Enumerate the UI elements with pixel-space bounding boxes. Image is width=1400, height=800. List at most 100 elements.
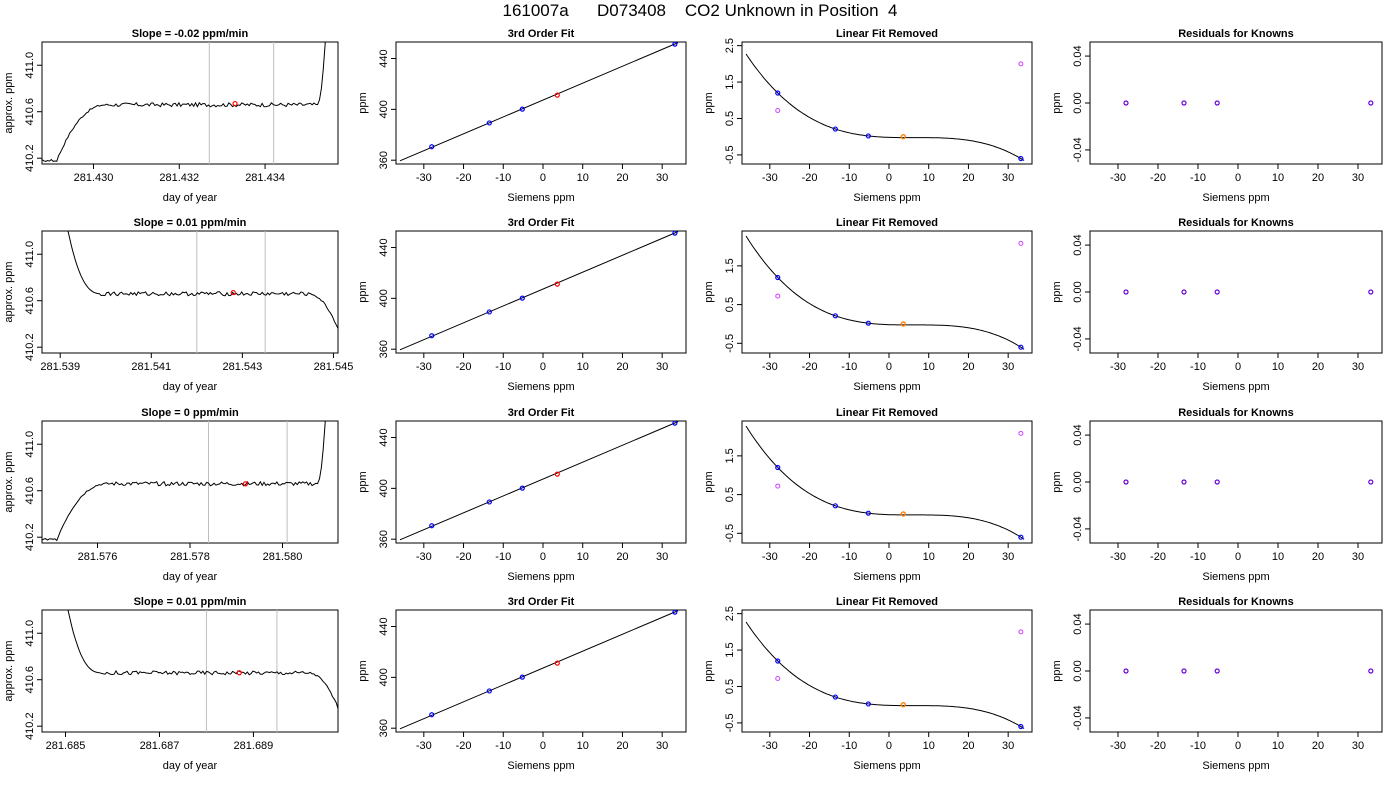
x-tick-label: -20 [1150,740,1166,752]
plot-area [745,425,1025,540]
x-tick-label: -10 [495,740,511,752]
chart-panel-r1c0: Slope = 0.01 ppm/min day of year approx. p… [3,217,353,393]
x-tick-label: 281.543 [222,361,262,373]
plot-frame [1089,230,1383,354]
x-tick-label: 10 [577,172,589,184]
known-point [486,499,492,505]
x-tick-label: 10 [1272,361,1284,373]
x-tick-label: 0 [1235,361,1241,373]
raw-point [775,675,781,681]
x-tick-label: -10 [495,172,511,184]
chart-panel-r2c1: 3rd Order Fit Siemens ppm ppm -30 -20 -10 0 10 2… [357,407,687,583]
x-tick-label: 0 [540,172,546,184]
plot-area [399,421,679,541]
y-axis-label: ppm [703,92,715,113]
x-tick-label: -30 [416,361,432,373]
chart-panel-r3c1: 3rd Order Fit Siemens ppm ppm -30 -20 -10 0 10 2… [357,596,687,772]
known-point [832,503,838,509]
residual-point [1123,479,1129,485]
y-tick-label: 0.04 [1072,234,1084,255]
plot-frame [1089,41,1383,165]
plot-area [67,610,338,732]
residual-point [1181,668,1187,674]
y-tick-label: 440 [378,49,390,67]
x-tick-label: 20 [1312,551,1324,563]
x-axis-label: Siemens ppm [853,381,920,393]
y-axis-label: ppm [357,471,369,492]
y-tick-label: 400 [378,479,390,497]
x-tick-label: -30 [416,172,432,184]
chart-title: Linear Fit Removed [836,28,938,40]
x-tick-label: -20 [456,361,472,373]
ppm-trace [42,421,326,542]
x-tick-label: -10 [1190,172,1206,184]
chart-panel-r1c2: Linear Fit Removed Siemens ppm ppm -30 -20 -1… [703,217,1033,393]
x-tick-label: 20 [962,172,974,184]
known-point [429,333,435,339]
fit-line [399,421,679,541]
x-axis-label: Siemens ppm [507,381,574,393]
y-axis-label: ppm [703,471,715,492]
ppm-trace [42,42,326,162]
plot-area [42,421,326,543]
known-point [1018,534,1024,540]
plot-area [67,231,338,353]
y-axis-label: ppm [357,92,369,113]
chart-title: Residuals for Knowns [1178,28,1294,40]
x-tick-label: 10 [577,361,589,373]
y-tick-label: 440 [378,428,390,446]
y-tick-label: 410.6 [24,98,36,126]
known-point [672,610,678,615]
y-tick-label: 411.0 [24,52,36,79]
residual-point [1181,100,1187,106]
plot-frame [41,41,339,165]
x-tick-label: -20 [802,740,818,752]
fit-line [399,610,679,730]
known-point [429,144,435,150]
y-tick-label: 360 [378,151,390,169]
x-tick-label: 281.434 [245,172,285,184]
y-tick-label: 440 [378,617,390,635]
y-tick-label: -0.04 [1072,137,1084,162]
chart-panel-r3c0: Slope = 0.01 ppm/min day of year approx. p… [3,596,339,772]
y-tick-label: 410.2 [24,144,36,172]
plot-frame [741,230,1033,354]
x-tick-label: 10 [1272,172,1284,184]
unknown-marker [242,481,249,487]
x-axis-label: day of year [163,571,218,583]
x-tick-label: 30 [1002,551,1014,563]
x-tick-label: -20 [1150,172,1166,184]
x-tick-label: -10 [841,551,857,563]
chart-panel-r0c3: Residuals for Knowns Siemens ppm ppm -30 -20… [1051,28,1383,204]
x-tick-label: 0 [540,361,546,373]
x-axis-label: Siemens ppm [853,760,920,772]
x-tick-label: 10 [923,740,935,752]
x-tick-label: 0 [1235,172,1241,184]
y-tick-label: 400 [378,668,390,686]
chart-title: Residuals for Knowns [1178,217,1294,229]
plot-frame [395,609,687,733]
known-point [832,126,838,132]
x-tick-label: -20 [802,361,818,373]
chart-panel-r1c3: Residuals for Knowns Siemens ppm ppm -30 -20… [1051,217,1383,393]
unknown-point [554,281,560,287]
y-tick-label: -0.5 [724,145,736,164]
unknown-marker [230,289,236,296]
plot-area [1123,289,1374,295]
x-axis-label: Siemens ppm [853,192,920,204]
x-tick-label: 281.576 [78,551,118,563]
known-point [672,42,678,47]
unknown-point [554,660,560,666]
x-tick-label: -30 [416,740,432,752]
x-tick-label: 30 [1352,551,1364,563]
residual-point [1214,668,1220,674]
plot-frame [741,420,1033,544]
chart-title: Linear Fit Removed [836,217,938,229]
known-point [486,688,492,694]
known-point [1018,723,1024,730]
x-tick-label: 20 [616,361,628,373]
known-point [519,106,525,112]
y-tick-label: 0.00 [1072,92,1084,113]
x-axis-label: Siemens ppm [853,571,920,583]
x-tick-label: 20 [1312,740,1324,752]
